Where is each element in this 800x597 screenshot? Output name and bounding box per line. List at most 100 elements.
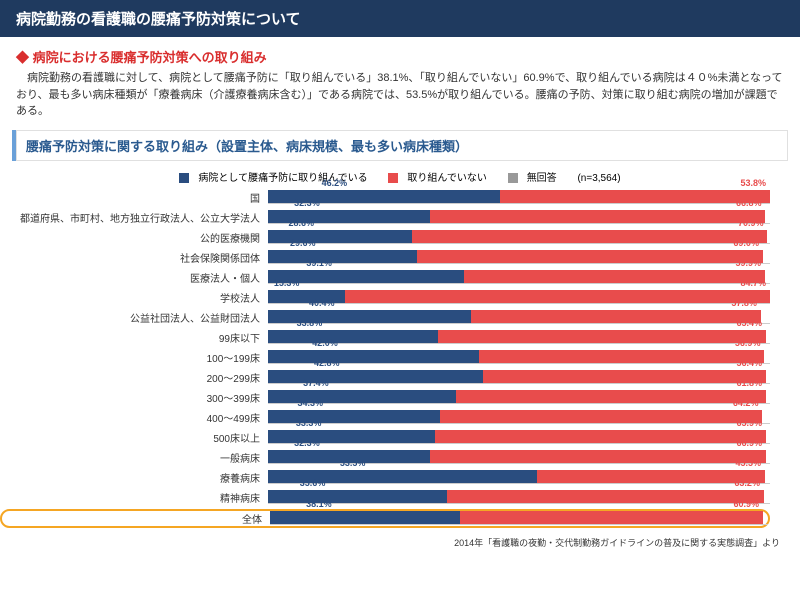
- row-label: 500床以上: [0, 430, 268, 445]
- chart-row: 500床以上33.3%65.9%: [0, 428, 770, 447]
- bar-container: 28.6%70.9%: [268, 230, 770, 244]
- value-label-red: 61.8%: [736, 378, 762, 388]
- subtitle: 病院における腰痛予防対策への取り組み: [16, 47, 784, 66]
- row-label: 一般病床: [0, 450, 268, 465]
- legend-label-2: 取り組んでいない: [407, 173, 487, 184]
- chart-row: 都道府県、市町村、地方独立行政法人、公立大学法人32.3%66.8%: [0, 208, 770, 227]
- value-label-blue: 53.5%: [340, 458, 366, 468]
- footer-source: 2014年「看護職の夜勤・交代制勤務ガイドラインの普及に関する実態調査」より: [20, 536, 780, 549]
- value-label-red: 65.4%: [736, 318, 762, 328]
- bar-container: 33.3%65.9%: [268, 430, 770, 444]
- value-label-blue: 35.6%: [300, 478, 326, 488]
- bar-container: 40.4%57.8%: [268, 310, 770, 324]
- value-label-red: 64.2%: [733, 398, 759, 408]
- bar-container: 37.4%61.8%: [268, 390, 770, 404]
- bar-segment-blue: 29.6%: [268, 250, 417, 263]
- bar-segment-blue: 38.1%: [270, 511, 460, 524]
- bar-segment-red: 59.9%: [464, 270, 765, 283]
- bar-container: 46.2%53.8%: [268, 190, 770, 204]
- value-label-red: 56.9%: [735, 338, 761, 348]
- bar-segment-red: 61.8%: [456, 390, 766, 403]
- chart-row: 国46.2%53.8%: [0, 188, 770, 207]
- value-label-blue: 15.3%: [274, 278, 300, 288]
- bar-container: 53.5%45.5%: [268, 470, 770, 484]
- bar-segment-blue: 42.0%: [268, 350, 479, 363]
- bar-container: 39.1%59.9%: [268, 270, 770, 284]
- bar-segment-red: 53.8%: [500, 190, 770, 203]
- value-label-blue: 39.1%: [306, 258, 332, 268]
- chart-row: 100～199床42.0%56.9%: [0, 348, 770, 367]
- row-label: 精神病床: [0, 490, 268, 505]
- bar-segment-blue: 37.4%: [268, 390, 456, 403]
- bar-container: 34.3%64.2%: [268, 410, 770, 424]
- row-label: 医療法人・個人: [0, 270, 268, 285]
- value-label-blue: 38.1%: [306, 499, 332, 509]
- row-label: 学校法人: [0, 290, 268, 305]
- value-label-red: 53.8%: [740, 178, 766, 188]
- bar-segment-red: 60.9%: [460, 511, 763, 524]
- value-label-red: 63.2%: [734, 478, 760, 488]
- header-bar: 病院勤務の看護職の腰痛予防対策について: [0, 0, 800, 37]
- value-label-blue: 33.8%: [297, 318, 323, 328]
- bar-container: 38.1%60.9%: [270, 511, 768, 525]
- bar-segment-red: 84.7%: [345, 290, 770, 303]
- row-label: 300～399床: [0, 390, 268, 405]
- value-label-blue: 42.8%: [314, 358, 340, 368]
- bar-segment-red: 70.9%: [412, 230, 768, 243]
- value-label-blue: 33.3%: [296, 418, 322, 428]
- bar-container: 42.8%56.4%: [268, 370, 770, 384]
- row-label: 200～299床: [0, 370, 268, 385]
- bar-segment-red: 57.8%: [471, 310, 761, 323]
- section-title: 腰痛予防対策に関する取り組み（設置主体、病床規模、最も多い病床種類）: [12, 130, 788, 161]
- bar-segment-blue: 33.8%: [268, 330, 438, 343]
- bar-segment-red: 65.4%: [438, 330, 766, 343]
- value-label-red: 45.5%: [735, 458, 761, 468]
- chart-legend: 病院として腰痛予防に取り組んでいる 取り組んでいない 無回答 (n=3,564): [0, 169, 800, 184]
- bar-container: 32.3%66.8%: [268, 210, 770, 224]
- bar-segment-blue: 34.3%: [268, 410, 440, 423]
- value-label-red: 69.0%: [733, 238, 759, 248]
- value-label-blue: 37.4%: [303, 378, 329, 388]
- row-label: 100～199床: [0, 350, 268, 365]
- bar-segment-blue: 33.3%: [268, 430, 435, 443]
- bar-container: 33.8%65.4%: [268, 330, 770, 344]
- row-label: 都道府県、市町村、地方独立行政法人、公立大学法人: [0, 210, 268, 225]
- legend-swatch-red: [388, 173, 398, 183]
- value-label-red: 57.8%: [731, 298, 757, 308]
- bar-container: 29.6%69.0%: [268, 250, 770, 264]
- value-label-red: 66.8%: [736, 198, 762, 208]
- chart-row: 400～499床34.3%64.2%: [0, 408, 770, 427]
- row-label: 全体: [2, 511, 270, 526]
- row-label: 公的医療機関: [0, 230, 268, 245]
- chart-row: 99床以下33.8%65.4%: [0, 328, 770, 347]
- bar-container: 35.6%63.2%: [268, 490, 770, 504]
- chart-row: 学校法人15.3%84.7%: [0, 288, 770, 307]
- legend-swatch-gray: [508, 173, 518, 183]
- legend-swatch-blue: [179, 173, 189, 183]
- value-label-red: 65.9%: [736, 418, 762, 428]
- value-label-red: 59.9%: [735, 258, 761, 268]
- value-label-blue: 46.2%: [322, 178, 348, 188]
- value-label-red: 66.9%: [736, 438, 762, 448]
- bar-container: 15.3%84.7%: [268, 290, 770, 304]
- body-paragraph: 病院勤務の看護職に対して、病院として腰痛予防に「取り組んでいる」38.1%、「取…: [16, 70, 784, 120]
- row-label: 400～499床: [0, 410, 268, 425]
- row-label: 社会保険関係団体: [0, 250, 268, 265]
- row-label: 公益社団法人、公益財団法人: [0, 310, 268, 325]
- value-label-blue: 28.6%: [289, 218, 315, 228]
- value-label-red: 70.9%: [738, 218, 764, 228]
- stacked-bar-chart: 国46.2%53.8%都道府県、市町村、地方独立行政法人、公立大学法人32.3%…: [0, 188, 770, 528]
- bar-segment-red: 66.8%: [430, 210, 765, 223]
- bar-segment-red: 65.9%: [435, 430, 766, 443]
- chart-row: 公益社団法人、公益財団法人40.4%57.8%: [0, 308, 770, 327]
- bar-container: 42.0%56.9%: [268, 350, 770, 364]
- value-label-red: 60.9%: [733, 499, 759, 509]
- bar-segment-blue: 35.6%: [268, 490, 447, 503]
- chart-row: 社会保険関係団体29.6%69.0%: [0, 248, 770, 267]
- row-label: 99床以下: [0, 330, 268, 345]
- bar-segment-red: 45.5%: [537, 470, 765, 483]
- value-label-red: 84.7%: [740, 278, 766, 288]
- legend-label-3: 無回答: [527, 173, 557, 184]
- row-label: 療養病床: [0, 470, 268, 485]
- page-title: 病院勤務の看護職の腰痛予防対策について: [16, 11, 301, 28]
